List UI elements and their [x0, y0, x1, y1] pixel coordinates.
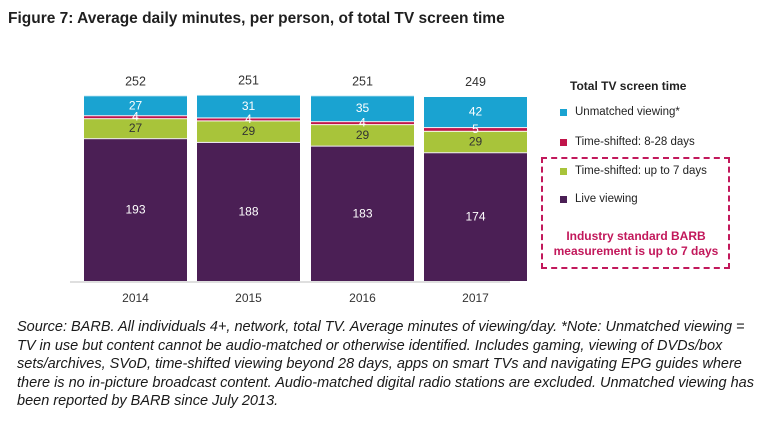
bar-2014-time-shifted-8-28-days — [84, 115, 187, 119]
source-note: Source: BARB. All individuals 4+, networ… — [17, 319, 754, 409]
data-label-2015-time-shifted-8-28-days: 4 — [245, 112, 252, 126]
bar-2015-live-viewing — [197, 141, 300, 281]
data-label-2016-time-shifted-8-28-days: 4 — [359, 116, 366, 130]
legend-swatch-unmatched — [560, 108, 567, 116]
legend-item-unmatched: Unmatched viewing* — [560, 106, 680, 118]
bars-group — [84, 94, 527, 281]
total-label-2016: 251 — [352, 74, 373, 88]
figure-title: Figure 7: Average daily minutes, per per… — [8, 10, 505, 27]
legend-swatch-live — [560, 195, 567, 203]
data-label-2016-time-shifted-up-to-7-days: 29 — [356, 128, 370, 142]
data-label-2017-time-shifted-up-to-7-days: 29 — [469, 135, 483, 149]
bar-2017-live-viewing — [424, 152, 527, 281]
legend-swatch-time-shifted-8-28 — [560, 138, 567, 146]
bar-2017-time-shifted-8-28-days — [424, 127, 527, 131]
segment-separator — [311, 95, 414, 97]
x-tick-label-2014: 2014 — [122, 291, 149, 305]
total-label-2017: 249 — [465, 75, 486, 89]
data-label-2017-time-shifted-8-28-days: 5 — [472, 122, 479, 136]
x-tick-label-2016: 2016 — [349, 291, 376, 305]
segment-separator — [311, 124, 414, 126]
legend-label-time-shifted-7: Time-shifted: up to 7 days — [575, 165, 707, 177]
segment-separator — [424, 96, 527, 97]
data-label-2014-time-shifted-8-28-days: 4 — [132, 110, 139, 124]
legend-label-time-shifted-8-28: Time-shifted: 8-28 days — [575, 136, 695, 148]
segment-separator — [197, 117, 300, 119]
legend-swatch-time-shifted-7 — [560, 167, 567, 175]
legend-item-live: Live viewing — [560, 193, 638, 205]
stacked-bar-chart: 1932742725220141882943125120151832943525… — [70, 74, 527, 305]
segment-separator — [424, 127, 527, 129]
segment-separator — [424, 152, 527, 154]
total-label-2014: 252 — [125, 74, 146, 88]
bar-2016-time-shifted-up-to-7-days — [311, 124, 414, 146]
data-label-2016-live-viewing: 183 — [352, 206, 372, 220]
data-label-2014-time-shifted-up-to-7-days: 27 — [129, 121, 143, 135]
data-label-2014-live-viewing: 193 — [125, 203, 145, 217]
segment-separator — [84, 118, 187, 120]
data-label-2014-unmatched-viewing: 27 — [129, 98, 143, 112]
bar-2016-live-viewing — [311, 145, 414, 281]
bar-2016-time-shifted-8-28-days — [311, 121, 414, 125]
bar-2014-live-viewing — [84, 138, 187, 281]
segment-separator — [84, 115, 187, 117]
legend-label-unmatched: Unmatched viewing* — [575, 106, 680, 118]
data-label-2015-live-viewing: 188 — [238, 204, 258, 218]
bar-2016-unmatched-viewing — [311, 95, 414, 122]
x-tick-label-2015: 2015 — [235, 291, 262, 305]
legend-label-live: Live viewing — [575, 193, 638, 205]
bar-2015-time-shifted-8-28-days — [197, 117, 300, 121]
segment-separator — [197, 120, 300, 122]
bar-2017-time-shifted-up-to-7-days — [424, 130, 527, 153]
bar-2015-time-shifted-up-to-7-days — [197, 120, 300, 142]
segment-separator — [311, 121, 414, 123]
legend-title: Total TV screen time — [570, 79, 687, 93]
total-label-2015: 251 — [238, 74, 259, 88]
segment-separator — [311, 145, 414, 147]
industry-standard-highlight-box — [541, 157, 730, 269]
bar-2014-unmatched-viewing — [84, 95, 187, 116]
legend-item-time-shifted-7: Time-shifted: up to 7 days — [560, 165, 707, 177]
bar-2017-unmatched-viewing — [424, 96, 527, 128]
segment-separator — [197, 141, 300, 143]
segment-separator — [197, 94, 300, 96]
industry-standard-note: Industry standard BARB measurement is up… — [553, 229, 719, 258]
data-label-2017-live-viewing: 174 — [465, 210, 485, 224]
legend-item-time-shifted-8-28: Time-shifted: 8-28 days — [560, 136, 695, 148]
x-tick-label-2017: 2017 — [462, 291, 489, 305]
bar-2015-unmatched-viewing — [197, 94, 300, 118]
data-label-2017-unmatched-viewing: 42 — [469, 105, 483, 119]
bar-2014-time-shifted-up-to-7-days — [84, 118, 187, 139]
data-label-2016-unmatched-viewing: 35 — [356, 101, 370, 115]
segment-separator — [84, 138, 187, 140]
data-label-2015-unmatched-viewing: 31 — [242, 99, 256, 113]
data-label-2015-time-shifted-up-to-7-days: 29 — [242, 124, 256, 138]
segment-separator — [84, 95, 187, 97]
segment-separator — [424, 130, 527, 132]
labels-group: 1932742725220141882943125120151832943525… — [122, 74, 489, 305]
